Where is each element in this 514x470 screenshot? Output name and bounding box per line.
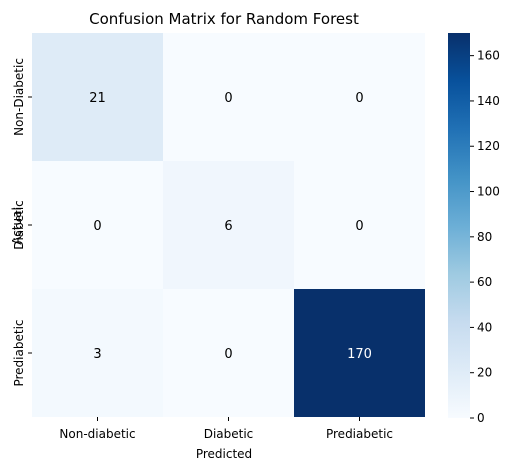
x-tick-label: Diabetic (204, 427, 254, 441)
cell-value-label: 0 (355, 219, 363, 234)
x-tick-labels: Non-diabetic Diabetic Prediabetic (59, 417, 393, 441)
y-tick-labels: Non-Diabetic Diabetic Prediabetic (12, 58, 32, 387)
colorbar (448, 33, 470, 418)
heatmap-cell (294, 33, 425, 161)
colorbar-tick-label: 100 (477, 185, 500, 199)
heatmap-cell (163, 161, 294, 289)
cell-value-label: 170 (347, 347, 372, 362)
heatmap-cell (294, 161, 425, 289)
cell-value-label: 6 (224, 219, 232, 234)
chart-title: Confusion Matrix for Random Forest (89, 10, 359, 28)
heatmap-cell (32, 161, 163, 289)
heatmap-cell (163, 33, 294, 161)
cell-value-label: 0 (93, 219, 101, 234)
y-tick-label: Prediabetic (12, 319, 26, 386)
colorbar-tick-label: 60 (477, 275, 492, 289)
x-tick-label: Non-diabetic (59, 427, 135, 441)
heatmap-cell (294, 289, 425, 417)
colorbar-tick-label: 140 (477, 94, 500, 108)
colorbar-tick-label: 160 (477, 49, 500, 63)
cell-value-label: 21 (89, 91, 106, 106)
heatmap-cell (32, 289, 163, 417)
y-tick-label: Diabetic (12, 200, 26, 250)
y-axis-label: Actual (10, 207, 24, 245)
heatmap-cells: 21 0 0 0 6 0 3 0 170 (32, 33, 425, 417)
cell-value-label: 3 (93, 347, 101, 362)
colorbar-tick-label: 80 (477, 230, 492, 244)
heatmap-cell (163, 289, 294, 417)
cell-value-label: 0 (224, 347, 232, 362)
y-tick-label: Non-Diabetic (12, 58, 26, 136)
x-tick-label: Prediabetic (326, 427, 393, 441)
heatmap-cell (32, 33, 163, 161)
cell-value-label: 0 (355, 91, 363, 106)
colorbar-tick-label: 40 (477, 320, 492, 334)
colorbar-tick-label: 0 (477, 411, 485, 425)
colorbar-tick-label: 120 (477, 139, 500, 153)
colorbar-tick-label: 20 (477, 366, 492, 380)
x-axis-label: Predicted (196, 447, 252, 461)
colorbar-ticks: 0 20 40 60 80 100 120 140 160 (470, 49, 500, 425)
cell-value-label: 0 (224, 91, 232, 106)
